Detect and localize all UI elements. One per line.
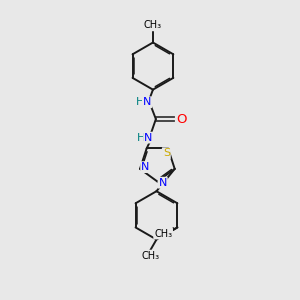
Text: N: N <box>158 178 167 188</box>
Text: N: N <box>141 162 149 172</box>
Text: CH₃: CH₃ <box>141 250 159 260</box>
Text: O: O <box>176 112 187 126</box>
Text: CH₃: CH₃ <box>154 229 172 238</box>
Text: CH₃: CH₃ <box>144 20 162 30</box>
Text: N: N <box>144 133 152 142</box>
Text: S: S <box>163 148 170 158</box>
Text: N: N <box>143 97 151 107</box>
Text: H: H <box>136 97 144 107</box>
Text: H: H <box>137 133 146 142</box>
